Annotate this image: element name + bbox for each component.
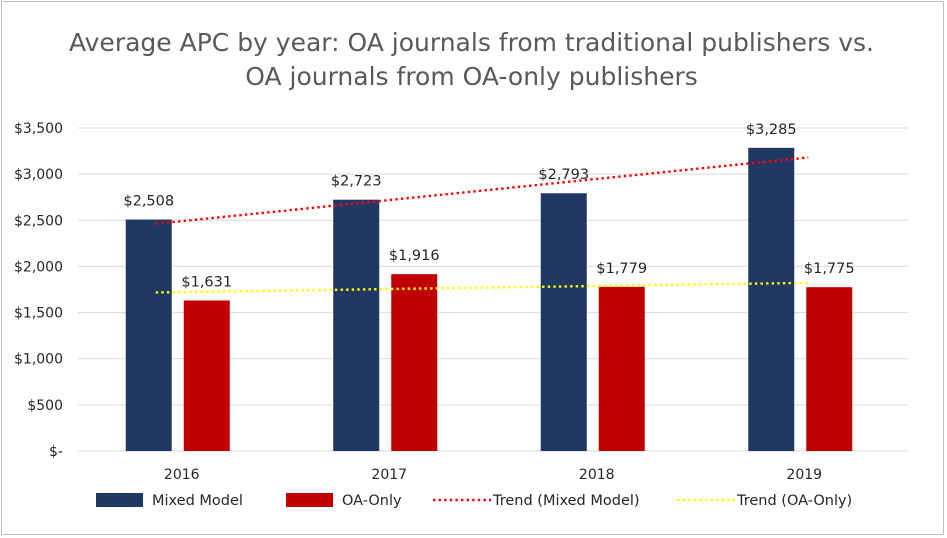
- y-tick-label: $1,000: [14, 352, 63, 368]
- y-tick-label: $3,500: [14, 121, 63, 137]
- y-tick-label: $2,500: [14, 213, 63, 229]
- legend-entry: Trend (Mixed Model): [492, 493, 640, 509]
- legend-entry: Mixed Model: [152, 493, 243, 509]
- bar-oa-only-2016: [183, 300, 230, 451]
- chart-title-line-2: OA journals from OA-only publishers: [245, 62, 698, 91]
- trendline-mixed-model: [155, 156, 809, 225]
- data-label: $1,775: [804, 261, 855, 277]
- bar-oa-only-2018: [598, 286, 645, 451]
- x-tick-label: 2019: [786, 467, 822, 483]
- y-tick-label: $2,000: [14, 259, 63, 275]
- y-tick-label: $-: [49, 444, 63, 460]
- bar-mixed-model-2017: [333, 199, 380, 451]
- bar-mixed-model-2019: [748, 147, 795, 451]
- data-label: $1,631: [181, 274, 232, 290]
- data-label: $2,793: [538, 167, 589, 183]
- legend-swatch: [286, 493, 333, 507]
- bar-oa-only-2017: [391, 274, 438, 451]
- legend-entry: OA-Only: [342, 493, 402, 509]
- data-label: $2,508: [123, 194, 174, 210]
- x-tick-label: 2018: [579, 467, 615, 483]
- chart-title-line-1: Average APC by year: OA journals from tr…: [69, 28, 874, 57]
- y-tick-label: $3,000: [14, 167, 63, 183]
- data-label: $1,779: [596, 261, 647, 277]
- legend-entry: Trend (OA-Only): [736, 493, 852, 509]
- x-tick-label: 2017: [371, 467, 407, 483]
- bar-mixed-model-2016: [125, 219, 172, 451]
- trendline-oa-only: [155, 281, 809, 294]
- x-tick-label: 2016: [164, 467, 200, 483]
- bar-oa-only-2019: [806, 287, 853, 451]
- legend-swatch: [96, 493, 143, 507]
- y-tick-label: $1,500: [14, 306, 63, 322]
- data-label: $1,916: [389, 248, 440, 264]
- y-tick-label: $500: [27, 398, 63, 414]
- bar-mixed-model-2018: [540, 193, 587, 451]
- data-label: $2,723: [331, 174, 382, 190]
- chart-title: Average APC by year: OA journals from tr…: [0, 26, 943, 94]
- data-label: $3,285: [746, 122, 797, 138]
